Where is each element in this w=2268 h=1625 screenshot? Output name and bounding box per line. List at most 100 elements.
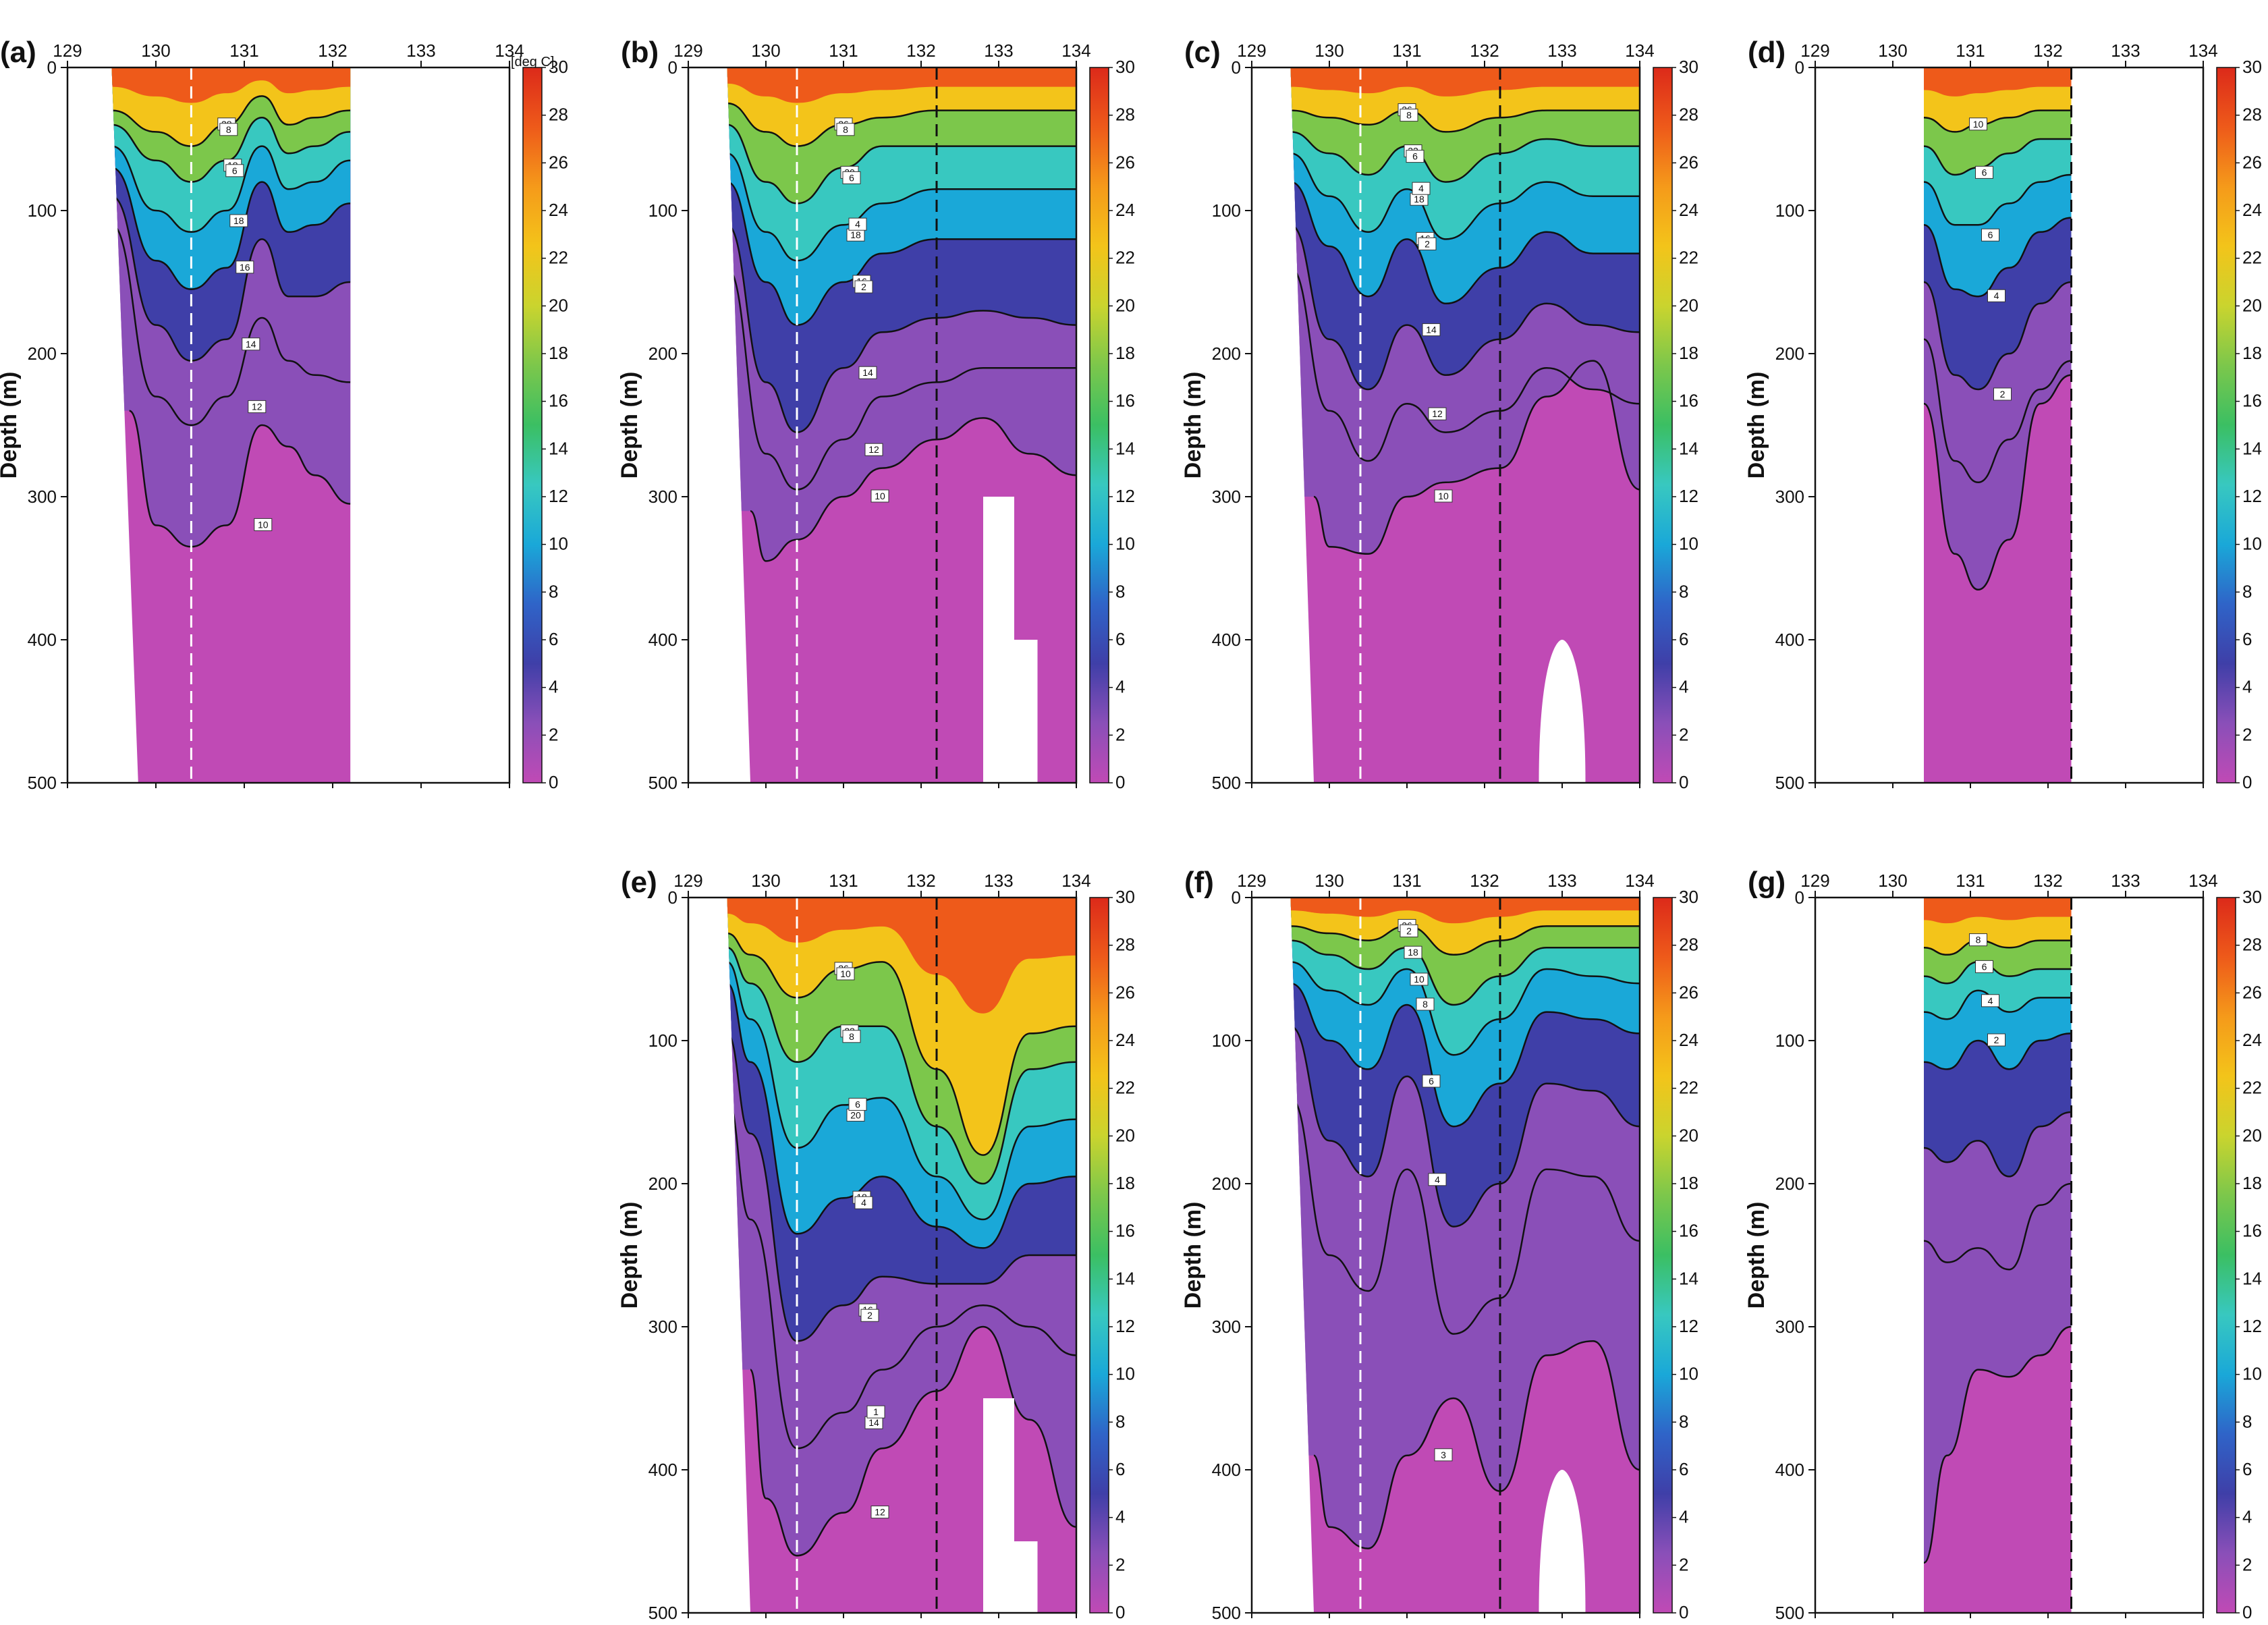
y-tick-label: 300 xyxy=(648,487,677,507)
contour-label-box xyxy=(1434,489,1453,503)
colorbar-tick-label: 4 xyxy=(2242,677,2252,697)
contour-label-box xyxy=(848,217,867,231)
y-tick-label: 400 xyxy=(1212,630,1241,650)
seabed-0 xyxy=(983,1398,1014,1613)
colorbar-tick-label: 28 xyxy=(2242,935,2262,955)
colorbar-tick-label: 20 xyxy=(1115,295,1135,315)
contour-label-box xyxy=(1404,945,1422,959)
x-tick-label: 132 xyxy=(906,40,935,61)
isotherm-line-2 xyxy=(727,1097,1076,1450)
axes-frame xyxy=(687,66,1078,784)
x-tick-label: 134 xyxy=(2188,871,2217,891)
contour-label-box xyxy=(219,123,238,136)
contour-label-box xyxy=(1410,972,1429,986)
contour-label: 18 xyxy=(846,228,865,242)
isotherm-line-1 xyxy=(1313,360,1640,555)
colorbar-tick-label: 12 xyxy=(2242,486,2262,506)
colorbar xyxy=(2216,897,2236,1614)
contour-label-box xyxy=(1416,997,1435,1011)
contour-label: 12 xyxy=(864,443,883,456)
contour-label-box xyxy=(1422,323,1441,337)
colorbar-tick-label: 8 xyxy=(1679,581,1688,601)
contour-label-text: 4 xyxy=(1435,1174,1440,1185)
contour-label-text: 6 xyxy=(1988,229,1993,240)
x-tick-label: 131 xyxy=(829,871,858,891)
x-tick-label: 130 xyxy=(141,40,170,61)
data-layer xyxy=(111,67,351,783)
contour-label: 12 xyxy=(248,400,267,414)
isotherm-line-8 xyxy=(1924,1032,2072,1070)
contour-label-text: 2 xyxy=(2000,389,2006,400)
contour-label: 4 xyxy=(848,217,867,231)
y-tick-label: 0 xyxy=(47,57,57,78)
colorbar-tick-label: 12 xyxy=(1679,1316,1698,1336)
contour-label-box xyxy=(1981,228,1999,242)
surface-warm-layer xyxy=(727,67,1076,103)
contour-label: 14 xyxy=(864,1416,883,1429)
colorbar-tick-label: 26 xyxy=(1115,152,1135,172)
y-tick-label: 500 xyxy=(1212,1603,1241,1623)
colorbar-tick-label: 6 xyxy=(2242,1459,2252,1479)
colorbar-tick-label: 22 xyxy=(1115,248,1135,268)
colorbar-tick-label: 16 xyxy=(2242,1221,2262,1241)
isotherm-line-1 xyxy=(1924,374,2072,591)
contour-label-box xyxy=(1428,407,1447,420)
colorbar-tick-label: 16 xyxy=(1679,1221,1698,1241)
colorbar-tick-label: 20 xyxy=(2242,295,2262,315)
contour-label: 8 xyxy=(1416,997,1435,1011)
contour-label: 18 xyxy=(1404,945,1422,959)
colorbar xyxy=(522,67,543,783)
colorbar-tick-label: 30 xyxy=(1115,887,1135,907)
isotherm-line-2 xyxy=(1924,1182,2072,1271)
colorbar-tick-label: 2 xyxy=(1115,724,1125,744)
y-tick-label: 300 xyxy=(28,487,57,507)
y-tick-label: 0 xyxy=(1795,57,1804,78)
contour-label: 2 xyxy=(1418,237,1437,250)
y-tick-label: 500 xyxy=(1775,1603,1804,1623)
y-tick-label: 500 xyxy=(1775,773,1804,793)
colorbar-tick-label: 2 xyxy=(1115,1554,1125,1574)
contour-label-text: 12 xyxy=(868,444,879,455)
x-tick-label: 129 xyxy=(1800,40,1829,61)
x-tick-label: 134 xyxy=(1625,871,1654,891)
surface-warm-layer xyxy=(1290,67,1640,97)
colorbar-tick-label: 8 xyxy=(1115,581,1125,601)
x-tick-label: 132 xyxy=(318,40,347,61)
contour-label-box xyxy=(1987,289,2006,302)
surface-warm-layer xyxy=(111,67,351,103)
y-tick-label: 300 xyxy=(1775,1317,1804,1337)
colorbar-tick-label: 30 xyxy=(1679,57,1698,77)
contour-label-box xyxy=(864,443,883,456)
x-tick-label: 129 xyxy=(1237,40,1266,61)
colorbar-tick-label: 8 xyxy=(1115,1411,1125,1431)
colorbar-tick-label: 24 xyxy=(2242,1030,2262,1050)
isotherm-line-4 xyxy=(1290,1025,1640,1228)
panel-label: (b) xyxy=(621,36,659,69)
seabed-0 xyxy=(1539,1470,1586,1613)
colorbar-tick-label: 24 xyxy=(549,200,568,220)
contour-label: 8 xyxy=(1400,109,1418,122)
contour-label-box xyxy=(225,164,244,177)
panel-label: (d) xyxy=(1748,36,1786,69)
colorbar-tick-label: 26 xyxy=(2242,982,2262,1002)
y-tick-label: 300 xyxy=(648,1317,677,1337)
colorbar-tick-label: 4 xyxy=(1679,1507,1688,1527)
isotherm-line-8 xyxy=(1290,181,1640,305)
isotherm-line-8 xyxy=(111,167,351,290)
contour-label: 6 xyxy=(225,164,244,177)
colorbar-tick-label: 24 xyxy=(2242,200,2262,220)
colorbar-tick-label: 16 xyxy=(1679,391,1698,411)
contour-label-box xyxy=(242,337,260,351)
y-tick-label: 500 xyxy=(648,773,677,793)
colorbar-tick-label: 0 xyxy=(2242,1602,2252,1622)
seabed-0 xyxy=(1539,640,1586,783)
contour-label: 2 xyxy=(1993,387,2012,401)
contour-label-text: 14 xyxy=(246,339,256,350)
contour-label: 6 xyxy=(1406,150,1425,163)
y-tick-label: 300 xyxy=(1212,1317,1241,1337)
y-tick-label: 0 xyxy=(668,887,677,908)
contour-label-text: 8 xyxy=(226,124,231,135)
colorbar-tick-label: 14 xyxy=(1115,1268,1135,1288)
contour-label-box xyxy=(1975,960,1993,973)
